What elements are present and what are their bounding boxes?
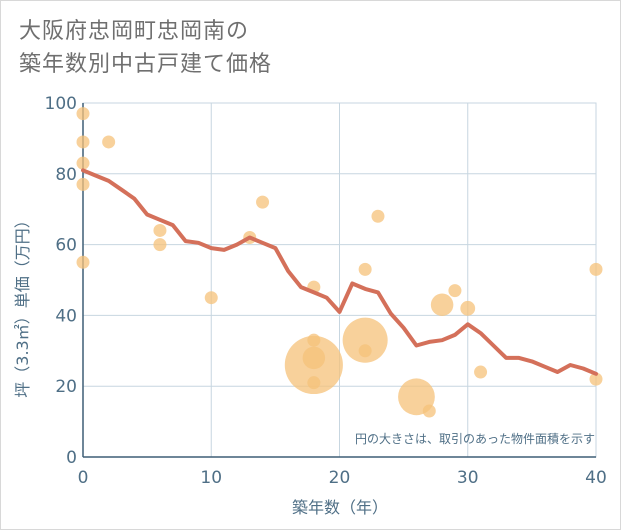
- y-tick-label: 0: [66, 448, 77, 468]
- y-tick-label: 40: [55, 306, 77, 326]
- bubble-point: [358, 262, 372, 276]
- x-tick-label: 10: [200, 468, 222, 488]
- bubble-point: [76, 177, 90, 191]
- bubble-point: [358, 344, 372, 358]
- bubble-point: [302, 346, 326, 370]
- x-tick-label: 20: [329, 468, 351, 488]
- bubble-point: [76, 156, 90, 170]
- x-tick-label: 30: [457, 468, 479, 488]
- bubble-point: [76, 107, 90, 121]
- y-tick-label: 20: [55, 377, 77, 397]
- bubble-point: [153, 223, 167, 237]
- bubble-point: [256, 195, 270, 209]
- trend-line-series: [81, 168, 598, 376]
- axis-ticks: 0 10 20 30 40 0 20 40 60 80 100: [45, 94, 607, 488]
- bubble-point: [102, 135, 116, 149]
- bubble-point: [422, 404, 436, 418]
- bubble-point: [204, 291, 218, 305]
- chart-title: 大阪府忠岡町忠岡南の 築年数別中古戸建て価格: [19, 15, 272, 81]
- bubble-series: [76, 107, 603, 418]
- bubble-point: [460, 300, 476, 316]
- bubble-point: [371, 209, 385, 223]
- chart-title-line-2: 築年数別中古戸建て価格: [19, 52, 273, 77]
- bubble-point: [307, 376, 321, 390]
- x-tick-label: 40: [585, 468, 607, 488]
- chart-title-line-1: 大阪府忠岡町忠岡南の: [19, 19, 250, 44]
- bubble-point: [474, 365, 488, 379]
- bubble-point: [307, 333, 321, 347]
- y-tick-label: 100: [45, 94, 77, 114]
- y-tick-label: 60: [55, 236, 77, 256]
- bubble-point: [76, 255, 90, 269]
- grid-lines: [82, 102, 597, 458]
- y-tick-label: 80: [55, 165, 77, 185]
- bubble-point: [76, 135, 90, 149]
- bubble-point: [589, 262, 603, 276]
- x-axis-title: 築年数（年）: [292, 498, 388, 517]
- y-axis-title: 坪（3.3㎡）単価（万円）: [13, 212, 32, 397]
- x-tick-label: 0: [78, 468, 89, 488]
- bubble-point: [430, 293, 454, 317]
- trend-line: [81, 168, 598, 376]
- bubble-size-note: 円の大きさは、取引のあった物件面積を示す: [355, 431, 595, 446]
- bubble-point: [342, 317, 388, 363]
- bubble-point: [153, 238, 167, 252]
- bubble-point: [589, 372, 603, 386]
- bubble-point: [448, 284, 462, 298]
